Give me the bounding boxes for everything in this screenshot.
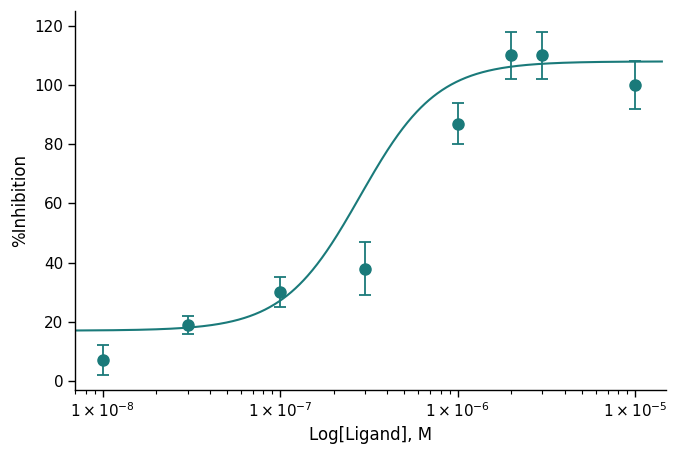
X-axis label: Log[Ligand], M: Log[Ligand], M (310, 426, 432, 444)
Y-axis label: %Inhibition: %Inhibition (11, 154, 29, 247)
